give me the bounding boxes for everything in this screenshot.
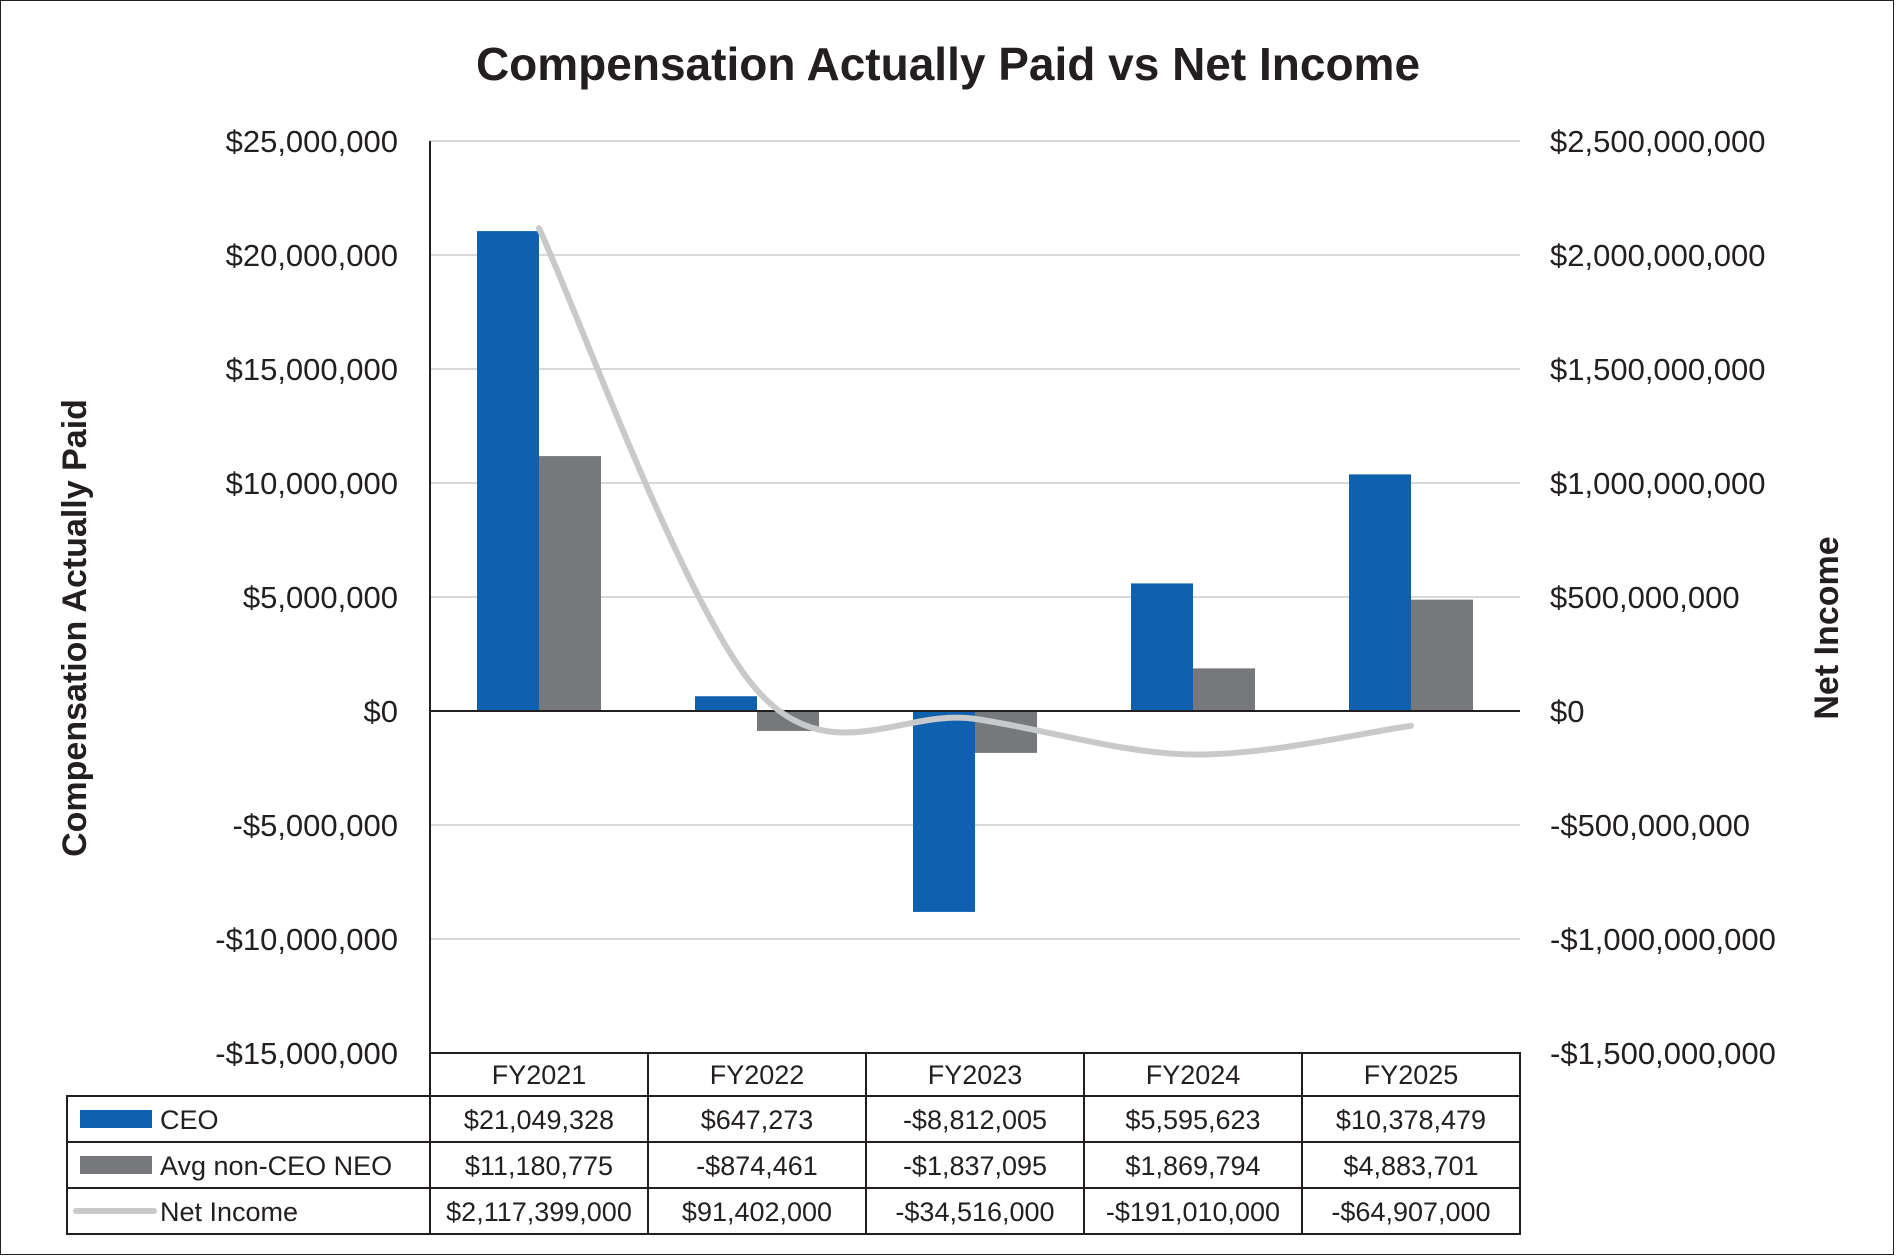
net-income-line [536, 225, 1414, 758]
y2-tick-label: -$1,000,000,000 [1550, 922, 1776, 957]
bar-ceo-fy2024 [1131, 583, 1193, 711]
data-label-ceo: $21,049,328 [464, 1105, 614, 1135]
legend-swatch-avg-non-ceo-neo [80, 1156, 152, 1174]
y2-tick-label: -$500,000,000 [1550, 808, 1750, 843]
y-tick-label: -$15,000,000 [215, 1036, 398, 1071]
data-label-net-income: $91,402,000 [682, 1197, 832, 1227]
bar-ceo-fy2023 [913, 711, 975, 912]
data-label-avg-non-ceo-neo: $11,180,775 [465, 1151, 613, 1181]
y2-tick-label: $1,500,000,000 [1550, 352, 1766, 387]
y-axis-title: Compensation Actually Paid [56, 399, 94, 857]
y2-tick-label: $500,000,000 [1550, 580, 1740, 615]
data-label-net-income: $2,117,399,000 [446, 1197, 632, 1227]
data-label-ceo: $647,273 [701, 1105, 814, 1135]
bar-ceo-fy2022 [695, 696, 757, 711]
y-tick-label: -$5,000,000 [233, 808, 398, 843]
y-tick-label: $25,000,000 [226, 124, 398, 159]
data-label-avg-non-ceo-neo: $4,883,701 [1343, 1151, 1478, 1181]
bar-avg-non-ceo-neo-fy2023 [975, 711, 1037, 753]
data-label-ceo: $5,595,623 [1125, 1105, 1260, 1135]
y-tick-label: $10,000,000 [226, 466, 398, 501]
legend-swatch-ceo [80, 1110, 152, 1128]
data-label-net-income: -$64,907,000 [1331, 1197, 1490, 1227]
y2-tick-label: -$1,500,000,000 [1550, 1036, 1776, 1071]
y2-tick-label: $2,000,000,000 [1550, 238, 1766, 273]
x-category-label: FY2025 [1364, 1060, 1459, 1090]
y-tick-label: -$10,000,000 [215, 922, 398, 957]
legend-label-avg-non-ceo-neo: Avg non-CEO NEO [160, 1151, 392, 1181]
y2-tick-label: $2,500,000,000 [1550, 124, 1766, 159]
legend-label-ceo: CEO [160, 1105, 219, 1135]
legend-label-net-income: Net Income [160, 1197, 298, 1227]
y2-axis-title: Net Income [1808, 536, 1846, 719]
bar-ceo-fy2021 [477, 231, 539, 711]
data-label-avg-non-ceo-neo: -$1,837,095 [903, 1151, 1047, 1181]
y-tick-label: $15,000,000 [226, 352, 398, 387]
x-category-label: FY2023 [928, 1060, 1023, 1090]
x-category-label: FY2022 [710, 1060, 805, 1090]
bar-avg-non-ceo-neo-fy2021 [539, 456, 601, 711]
data-label-ceo: $10,378,479 [1336, 1105, 1486, 1135]
data-label-net-income: -$191,010,000 [1106, 1197, 1280, 1227]
bar-ceo-fy2025 [1349, 474, 1411, 711]
chart-title: Compensation Actually Paid vs Net Income [476, 38, 1420, 90]
y2-tick-label: $0 [1550, 694, 1584, 729]
y2-tick-label: $1,000,000,000 [1550, 466, 1766, 501]
bar-avg-non-ceo-neo-fy2025 [1411, 599, 1473, 711]
bar-avg-non-ceo-neo-fy2024 [1193, 668, 1255, 711]
y-tick-label: $5,000,000 [243, 580, 398, 615]
data-label-net-income: -$34,516,000 [895, 1197, 1054, 1227]
y-tick-label: $0 [364, 694, 398, 729]
data-label-avg-non-ceo-neo: -$874,461 [696, 1151, 818, 1181]
x-category-label: FY2024 [1146, 1060, 1241, 1090]
x-category-label: FY2021 [492, 1060, 587, 1090]
data-label-avg-non-ceo-neo: $1,869,794 [1125, 1151, 1260, 1181]
data-label-ceo: -$8,812,005 [903, 1105, 1047, 1135]
y-tick-label: $20,000,000 [226, 238, 398, 273]
